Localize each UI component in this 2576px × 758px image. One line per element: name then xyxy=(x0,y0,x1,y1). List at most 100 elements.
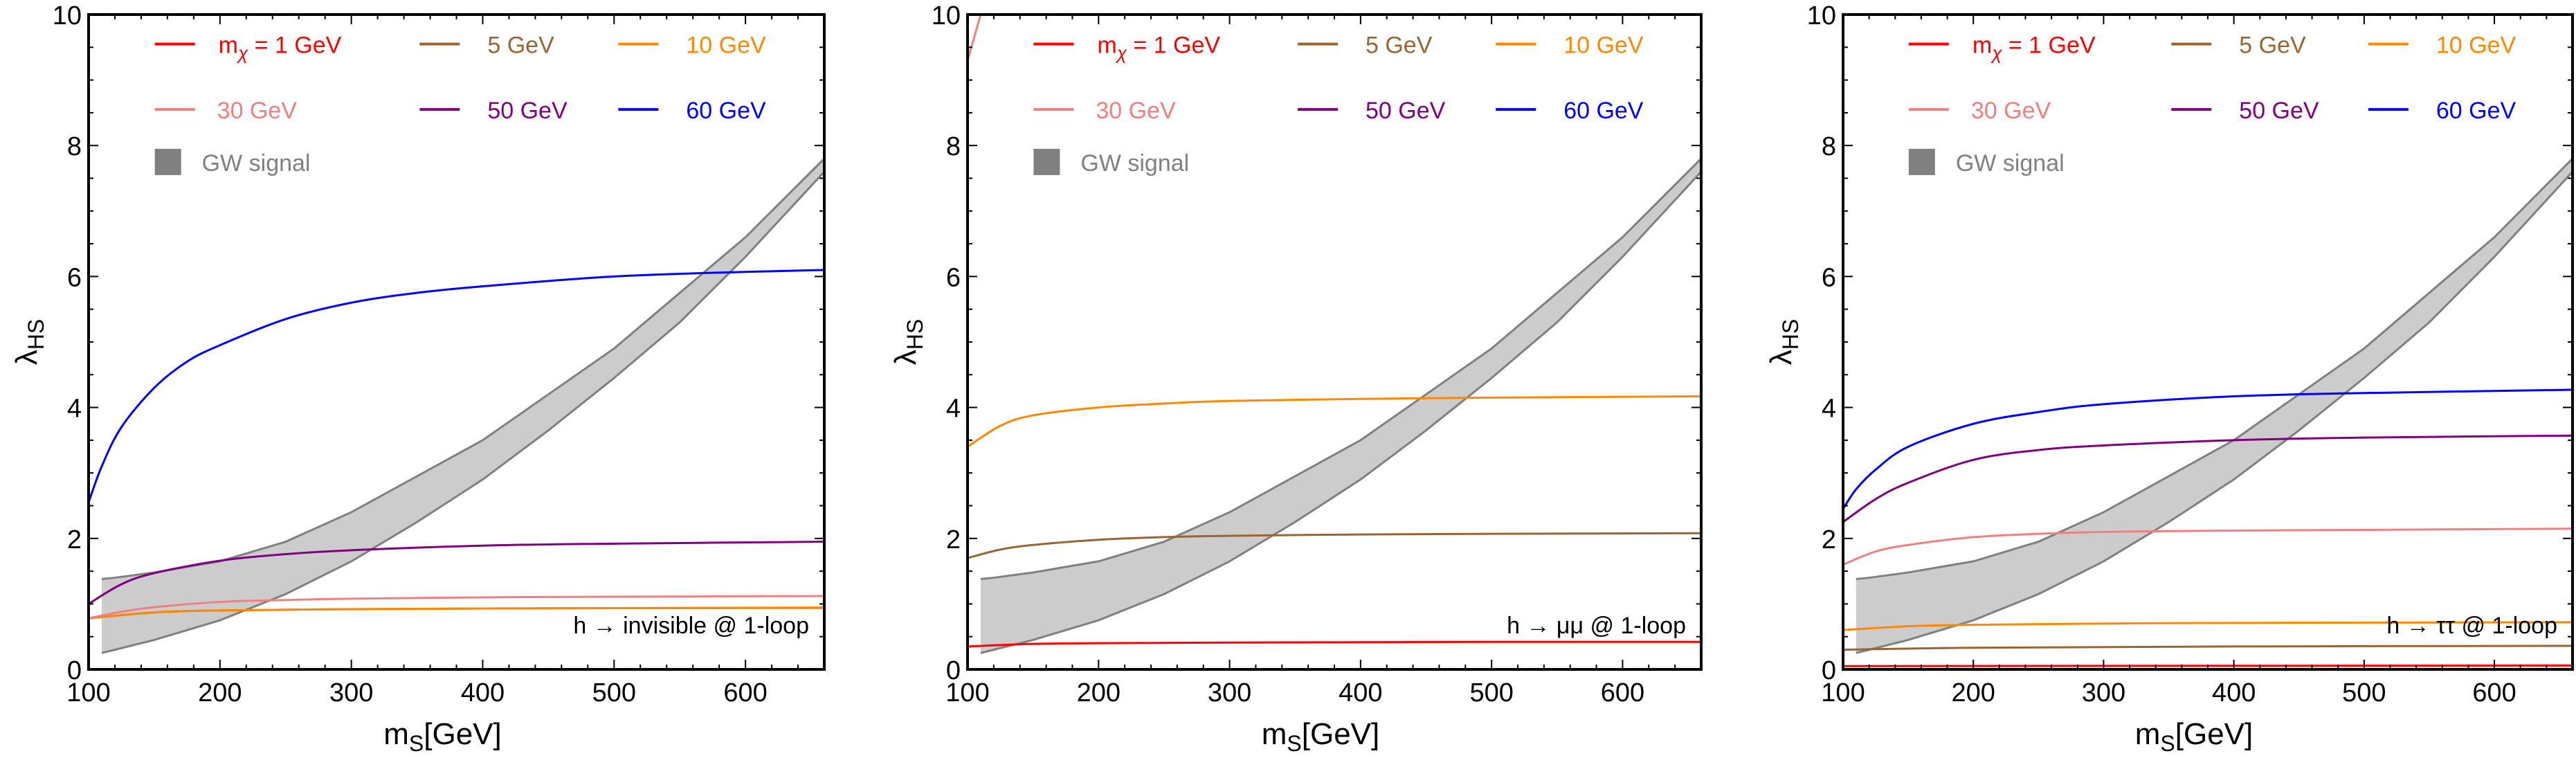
series-line-60-gev xyxy=(89,269,824,503)
legend-prefix-base: m xyxy=(219,33,238,59)
x-tick-label: 200 xyxy=(1952,678,1995,707)
x-axis-label-sub: S xyxy=(409,731,424,756)
legend-label: 10 GeV xyxy=(2436,33,2516,59)
x-tick-label: 500 xyxy=(592,678,636,707)
legend-prefix-base: m xyxy=(1972,33,1992,59)
x-axis-label-sub: S xyxy=(1287,731,1301,756)
legend-item: 10 GeV xyxy=(618,33,766,59)
y-axis-label: λHS xyxy=(10,319,48,365)
y-tick-label: 6 xyxy=(1822,263,1836,292)
legend-item: 60 GeV xyxy=(2368,98,2516,124)
y-tick-label: 8 xyxy=(1822,132,1836,161)
x-axis-label-base: m xyxy=(1262,717,1287,751)
channel-annotation: h → ττ @ 1-loop xyxy=(2386,613,2557,639)
legend-item-gw: GW signal xyxy=(1033,148,1189,177)
legend-item: 5 GeV xyxy=(1298,33,1433,59)
series-line-10-gev xyxy=(89,606,824,620)
y-axis-label-base: λ xyxy=(889,350,923,365)
plot-area xyxy=(1843,158,2573,667)
legend-item: mχ = 1 GeV xyxy=(1033,33,1220,64)
y-tick-label: 10 xyxy=(932,1,961,30)
x-tick-label: 600 xyxy=(723,678,767,707)
legend-label-gw: GW signal xyxy=(1080,150,1189,177)
y-tick-label: 6 xyxy=(67,263,82,292)
legend-label: 5 GeV xyxy=(1366,33,1433,59)
legend-label: mχ = 1 GeV xyxy=(219,33,342,64)
legend-label: 10 GeV xyxy=(1563,33,1644,59)
x-axis-label: mS[GeV] xyxy=(383,717,502,756)
y-tick-label: 8 xyxy=(67,132,82,161)
x-axis-label-rest: [GeV] xyxy=(424,717,502,751)
x-tick-label: 600 xyxy=(2472,678,2516,707)
x-tick-label: 200 xyxy=(1077,678,1121,707)
y-tick-label: 4 xyxy=(67,395,82,424)
y-axis-label: λHS xyxy=(1764,319,1803,365)
y-tick-label: 10 xyxy=(53,1,82,30)
series-line-60-gev xyxy=(1843,388,2573,510)
y-tick-label: 0 xyxy=(67,656,82,685)
legend-label: mχ = 1 GeV xyxy=(1097,33,1220,64)
series-line-30-gev xyxy=(89,595,824,620)
legend-label: 60 GeV xyxy=(2436,98,2516,124)
plot-area xyxy=(89,158,824,654)
x-tick-label: 100 xyxy=(1821,678,1865,707)
y-axis-label-sub: HS xyxy=(1778,319,1803,350)
legend-item: mχ = 1 GeV xyxy=(1908,33,2096,64)
y-tick-label: 10 xyxy=(1807,1,1836,30)
gw-band-upper-edge xyxy=(980,158,1701,580)
legend-swatch-gw xyxy=(1908,148,1935,175)
y-axis-label-base: λ xyxy=(10,350,44,365)
x-tick-label: 100 xyxy=(66,678,110,707)
y-tick-label: 2 xyxy=(946,525,961,554)
legend-label: 5 GeV xyxy=(487,33,554,59)
y-tick-label: 2 xyxy=(1822,525,1836,554)
gw-band-upper-edge xyxy=(101,158,824,580)
series-line-50-gev xyxy=(1843,434,2573,523)
y-tick-label: 0 xyxy=(1822,656,1836,685)
x-tick-label: 300 xyxy=(329,678,373,707)
legend-item: 5 GeV xyxy=(419,33,554,59)
legend-label: 50 GeV xyxy=(1366,98,1446,124)
x-tick-label: 400 xyxy=(1339,678,1382,707)
legend-item: 50 GeV xyxy=(1298,98,1446,124)
legend-item: 10 GeV xyxy=(1496,33,1644,59)
legend-swatch-gw xyxy=(1033,148,1060,175)
legend-label: 5 GeV xyxy=(2239,33,2306,59)
legend-label: 60 GeV xyxy=(686,98,766,124)
gw-band-fill xyxy=(101,159,824,653)
y-axis-label-sub: HS xyxy=(902,319,927,350)
legend-item: 60 GeV xyxy=(618,98,766,124)
legend-item: 10 GeV xyxy=(2368,33,2516,59)
y-axis-label-base: λ xyxy=(1764,350,1798,365)
gw-band-lower-edge xyxy=(1856,171,2573,654)
legend-label: 50 GeV xyxy=(2239,98,2319,124)
channel-annotation: h → μμ @ 1-loop xyxy=(1507,613,1686,639)
series-line-30-gev xyxy=(968,15,982,61)
x-tick-label: 500 xyxy=(2342,678,2386,707)
legend-item: 5 GeV xyxy=(2171,33,2306,59)
legend-label-gw: GW signal xyxy=(202,150,311,177)
y-tick-label: 2 xyxy=(67,525,82,554)
x-axis-label-sub: S xyxy=(2160,731,2175,756)
legend-label: 10 GeV xyxy=(686,33,766,59)
legend-prefix-sub: χ xyxy=(1116,43,1127,64)
x-axis-label-rest: [GeV] xyxy=(1302,717,1380,751)
x-axis-label-base: m xyxy=(383,717,409,751)
legend-item: 30 GeV xyxy=(154,98,298,124)
legend-label: 50 GeV xyxy=(487,98,568,124)
legend-prefix-sub: χ xyxy=(1990,43,2002,64)
x-axis-label: mS[GeV] xyxy=(1262,717,1380,756)
x-tick-label: 600 xyxy=(1601,678,1644,707)
y-tick-label: 4 xyxy=(946,395,961,424)
legend-label: 30 GeV xyxy=(217,98,298,124)
gw-band-fill xyxy=(980,159,1701,653)
legend-prefix-sub: χ xyxy=(237,43,248,64)
gw-band-lower-edge xyxy=(980,171,1701,654)
legend-prefix-eq: = 1 GeV xyxy=(2002,33,2095,59)
x-axis-label-base: m xyxy=(2135,717,2161,751)
y-tick-label: 0 xyxy=(946,656,961,685)
legend-label-gw: GW signal xyxy=(1956,150,2065,177)
legend-label: 30 GeV xyxy=(1971,98,2051,124)
